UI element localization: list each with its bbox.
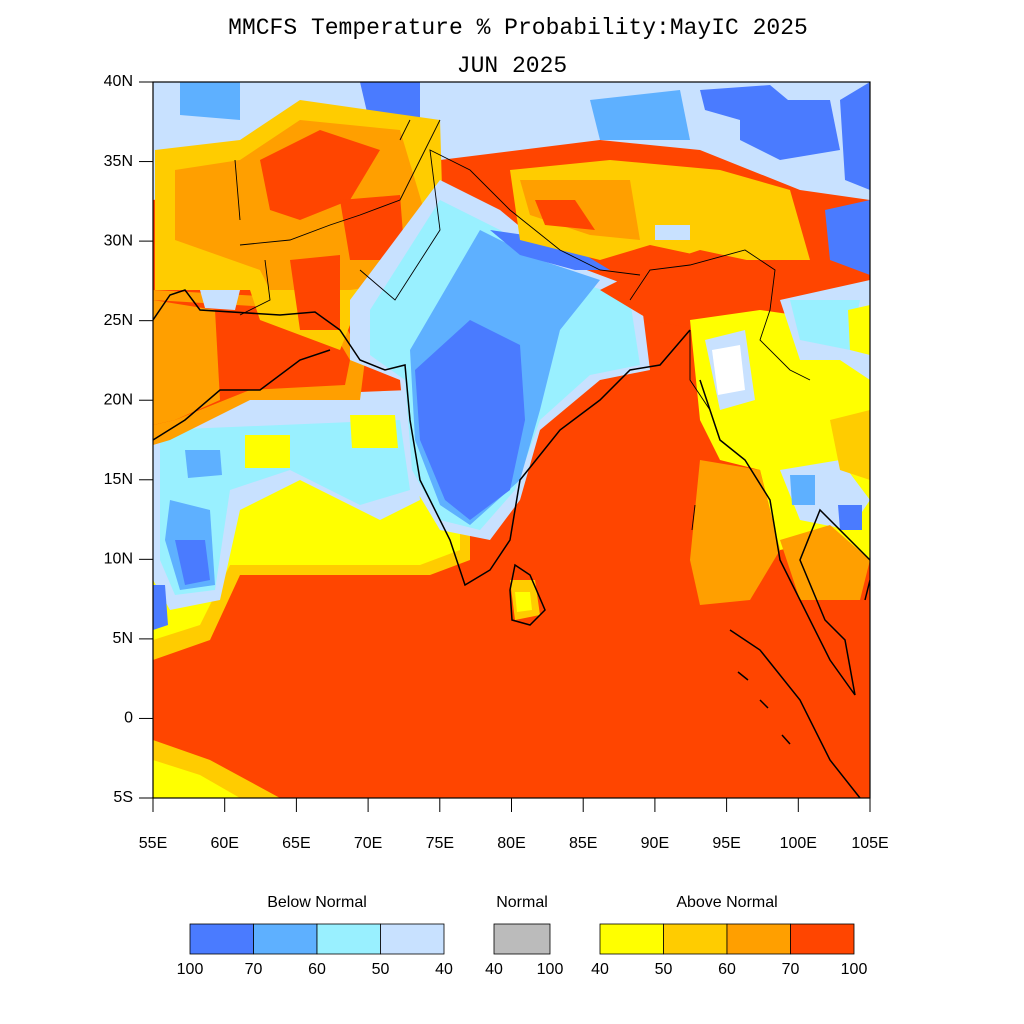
legend-label: 40 <box>485 961 503 978</box>
coastlines <box>153 119 870 798</box>
legend-swatch <box>726 923 791 955</box>
legend-swatch <box>316 923 381 955</box>
legend-title: Normal <box>496 894 548 911</box>
legend-swatch <box>380 923 445 955</box>
lat-label: 20N <box>104 391 133 408</box>
lon-label: 80E <box>497 835 525 852</box>
lat-label: 40N <box>104 73 133 90</box>
lon-label: 55E <box>139 835 167 852</box>
legend-label: 70 <box>782 961 800 978</box>
legend-label: 60 <box>308 961 326 978</box>
lon-label: 105E <box>851 835 888 852</box>
legend-swatch <box>253 923 318 955</box>
axes: 40N 35N 30N 25N 20N 15N 10N 5N 0 5S 55E 60E 65E 70E 75… <box>104 73 889 852</box>
lat-label: 10N <box>104 551 133 568</box>
lat-label: 15N <box>104 471 133 488</box>
map-subtitle: JUN 2025 <box>457 53 567 79</box>
lon-label: 95E <box>712 835 740 852</box>
legend-label: 100 <box>841 961 868 978</box>
legend-label: 40 <box>591 961 609 978</box>
lon-label: 100E <box>780 835 817 852</box>
lat-label: 25N <box>104 312 133 329</box>
legend-title: Below Normal <box>267 894 367 911</box>
lat-label: 35N <box>104 153 133 170</box>
legend-label: 100 <box>177 961 204 978</box>
legend-swatch <box>599 923 664 955</box>
lon-label: 60E <box>210 835 238 852</box>
legend-label: 70 <box>245 961 263 978</box>
lon-label: 70E <box>354 835 382 852</box>
lat-label: 5N <box>113 630 133 647</box>
legend-swatch <box>189 923 254 955</box>
legend-label: 40 <box>435 961 453 978</box>
lat-label: 5S <box>113 789 133 806</box>
map-field <box>153 82 870 798</box>
legend-swatch <box>493 923 551 955</box>
lon-label: 85E <box>569 835 597 852</box>
legend-label: 100 <box>537 961 564 978</box>
map-title: MMCFS Temperature % Probability:MayIC 20… <box>228 15 808 41</box>
legend-swatch <box>663 923 728 955</box>
lon-label: 90E <box>641 835 669 852</box>
lon-label: 75E <box>426 835 454 852</box>
lon-label: 65E <box>282 835 310 852</box>
legend-label: 50 <box>655 961 673 978</box>
legend: Below Normal 100 70 60 50 40 Normal 40 100 Above … <box>177 894 868 978</box>
lat-label: 0 <box>124 710 133 727</box>
legend-swatch <box>790 923 855 955</box>
legend-label: 50 <box>372 961 390 978</box>
lat-label: 30N <box>104 232 133 249</box>
legend-title: Above Normal <box>676 894 777 911</box>
legend-label: 60 <box>718 961 736 978</box>
